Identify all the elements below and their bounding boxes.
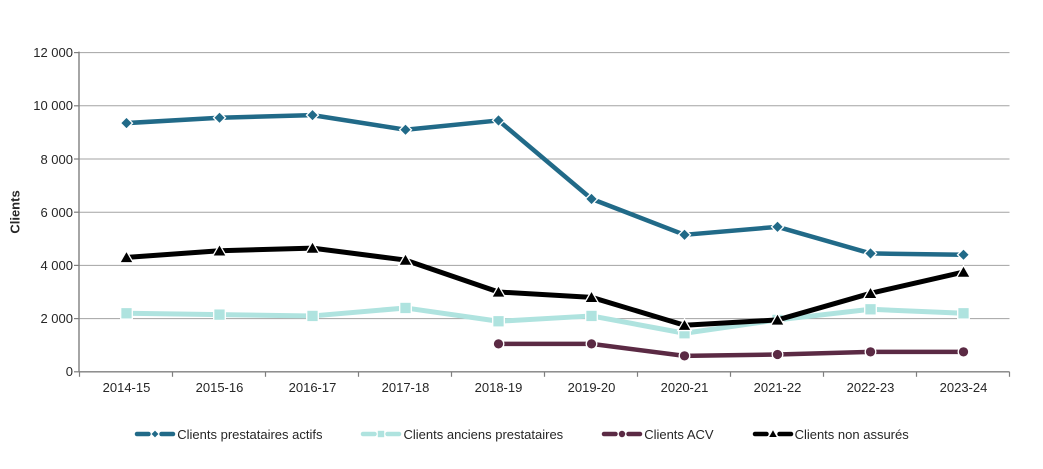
marker-diamond [212, 110, 227, 125]
series-line-2 [496, 341, 966, 359]
x-tick-label: 2017-18 [381, 380, 430, 395]
marker-circle [585, 337, 598, 350]
legend-item-1: Clients anciens prestataires [360, 427, 563, 442]
x-tick-label: 2019-20 [567, 380, 616, 395]
legend-marker-triangle [768, 430, 777, 437]
marker-diamond [770, 219, 785, 234]
series-line-1 [124, 305, 966, 336]
x-tick-label: 2023-24 [939, 380, 988, 395]
marker-circle [957, 345, 970, 358]
marker-square [306, 309, 319, 323]
series-line-0 [124, 112, 966, 258]
marker-circle [864, 345, 877, 358]
marker-circle [771, 348, 784, 361]
marker-circle [678, 349, 691, 362]
legend-key-icon [752, 430, 793, 437]
marker-square [399, 301, 412, 315]
marker-diamond [491, 113, 506, 128]
series-line-3 [124, 245, 966, 328]
y-tick-label: 8 000 [40, 151, 73, 167]
legend-marker-circle [618, 430, 626, 438]
legend-marker-diamond [151, 430, 159, 438]
marker-diamond [863, 246, 878, 261]
legend-key-icon [601, 430, 643, 438]
y-tick-label: 10 000 [33, 98, 73, 114]
legend-label: Clients non assurés [794, 426, 909, 442]
marker-square [492, 314, 505, 328]
x-tick-label: 2020-21 [660, 380, 709, 395]
marker-triangle [769, 312, 786, 326]
legend-label: Clients anciens prestataires [403, 426, 564, 442]
marker-triangle [676, 317, 693, 332]
x-tick-label: 2014-15 [102, 380, 151, 395]
legend-label: Clients ACV [644, 426, 714, 442]
legend-item-2: Clients ACV [601, 426, 714, 442]
marker-square [585, 309, 598, 323]
y-tick-label: 2 000 [40, 311, 73, 327]
x-tick-label: 2022-23 [846, 380, 895, 395]
marker-circle [492, 337, 505, 350]
x-tick-label: 2016-17 [288, 380, 337, 395]
marker-square [957, 306, 970, 320]
x-tick-label: 2018-19 [474, 380, 523, 395]
marker-triangle [583, 289, 600, 304]
chart-legend: Clients prestataires actifs Clients ancie… [0, 423, 1043, 445]
marker-diamond [956, 247, 971, 262]
marker-square [213, 308, 226, 322]
marker-triangle [397, 252, 414, 267]
y-tick-label: 6 000 [40, 204, 73, 220]
marker-triangle [955, 264, 972, 279]
x-tick-label: 2021-22 [753, 380, 802, 395]
y-tick-label: 0 [65, 364, 73, 380]
marker-triangle [490, 284, 507, 298]
marker-square [120, 306, 133, 320]
marker-diamond [677, 227, 692, 242]
marker-diamond [584, 191, 599, 206]
marker-diamond [398, 122, 413, 137]
x-tick-label: 2015-16 [195, 380, 244, 395]
marker-triangle [118, 249, 135, 264]
legend-item-3: Clients non assurés [752, 427, 909, 442]
marker-triangle [211, 242, 228, 257]
marker-diamond [119, 116, 134, 131]
legend-label: Clients prestataires actifs [177, 426, 323, 442]
y-tick-label: 4 000 [40, 257, 73, 273]
y-tick-label: 12 000 [33, 45, 73, 61]
legend-item-0: Clients prestataires actifs [134, 427, 322, 442]
marker-triangle [862, 285, 879, 300]
legend-key-icon [135, 430, 176, 438]
marker-triangle [304, 240, 321, 255]
legend-key-icon [361, 430, 402, 438]
legend-marker-square [378, 430, 385, 438]
marker-square [864, 302, 877, 316]
marker-diamond [305, 108, 320, 123]
